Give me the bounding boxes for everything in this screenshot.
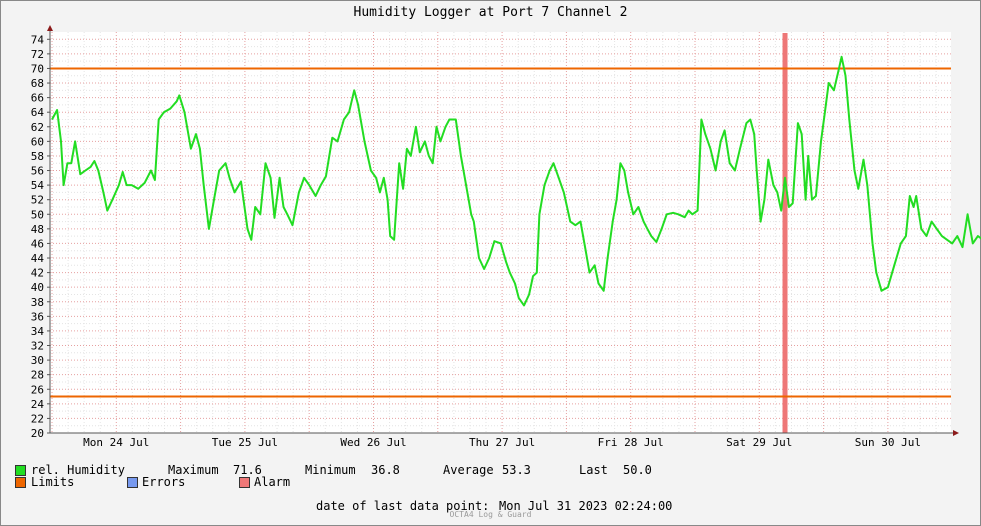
- x-tick-label: Mon 24 Jul: [83, 436, 149, 449]
- limits-swatch: [15, 477, 26, 488]
- y-tick-label: 36: [31, 310, 44, 323]
- alarm-swatch: [239, 477, 250, 488]
- y-tick-label: 42: [31, 267, 44, 280]
- x-tick-label: Tue 25 Jul: [212, 436, 278, 449]
- y-tick-label: 30: [31, 354, 44, 367]
- y-tick-label: 40: [31, 281, 44, 294]
- legend-limits: Limits: [31, 475, 75, 489]
- alarm-band: [782, 33, 788, 433]
- last-point-label: date of last data point:: [316, 499, 490, 513]
- y-tick-label: 62: [31, 121, 44, 134]
- y-tick-label: 28: [31, 369, 44, 382]
- errors-swatch: [127, 477, 138, 488]
- stat-max-label: Maximum: [168, 463, 219, 477]
- stat-last-label: Last: [579, 463, 608, 477]
- last-point-value: Mon Jul 31 2023 02:24:00: [499, 499, 673, 513]
- y-tick-label: 44: [31, 252, 45, 265]
- chart-title: Humidity Logger at Port 7 Channel 2: [353, 5, 628, 20]
- y-tick-label: 26: [31, 383, 44, 396]
- x-tick-label: Sat 29 Jul: [726, 436, 792, 449]
- x-tick-label: Fri 28 Jul: [598, 436, 664, 449]
- y-tick-label: 52: [31, 194, 44, 207]
- y-tick-label: 24: [31, 398, 45, 411]
- legend-alarm: Alarm: [254, 475, 291, 489]
- y-tick-label: 54: [31, 179, 45, 192]
- y-tick-label: 34: [31, 325, 45, 338]
- y-tick-label: 56: [31, 165, 44, 178]
- x-tick-label: Thu 27 Jul: [469, 436, 535, 449]
- y-tick-label: 60: [31, 135, 44, 148]
- y-tick-label: 46: [31, 237, 44, 250]
- y-axis-arrow: [47, 25, 53, 31]
- y-tick-label: 38: [31, 296, 44, 309]
- stat-min-label: Minimum: [305, 463, 356, 477]
- y-tick-label: 48: [31, 223, 44, 236]
- humidity-series-line: [51, 55, 981, 307]
- y-tick-label: 68: [31, 77, 44, 90]
- y-tick-label: 72: [31, 48, 44, 61]
- y-tick-label: 64: [31, 106, 45, 119]
- x-tick-label: Sun 30 Jul: [855, 436, 921, 449]
- x-axis-arrow: [953, 430, 959, 436]
- stat-last-value: 50.0: [623, 463, 652, 477]
- stat-avg-value: 53.3: [502, 463, 531, 477]
- brand-watermark: OCTA4 Log & Guard: [449, 510, 532, 519]
- y-tick-label: 20: [31, 427, 44, 440]
- y-tick-label: 66: [31, 92, 44, 105]
- y-tick-label: 58: [31, 150, 44, 163]
- x-tick-label: Wed 26 Jul: [340, 436, 406, 449]
- plot-area: [50, 32, 951, 433]
- legend-humidity: rel. Humidity: [31, 463, 125, 477]
- y-tick-label: 50: [31, 208, 44, 221]
- stat-min-value: 36.8: [371, 463, 400, 477]
- y-tick-label: 22: [31, 412, 44, 425]
- y-tick-label: 74: [31, 33, 45, 46]
- y-tick-label: 70: [31, 62, 44, 75]
- y-tick-label: 32: [31, 340, 44, 353]
- stat-max-value: 71.6: [233, 463, 262, 477]
- stat-avg-label: Average: [443, 463, 494, 477]
- humidity-swatch: [15, 465, 26, 476]
- legend-errors: Errors: [142, 475, 186, 489]
